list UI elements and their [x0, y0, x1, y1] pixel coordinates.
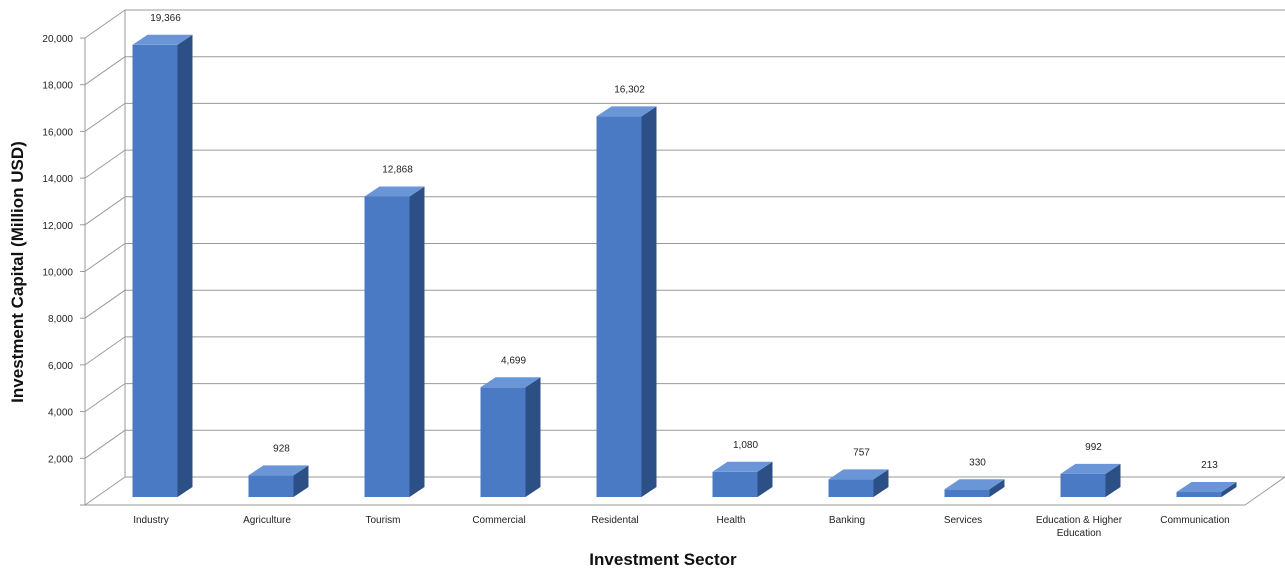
data-labels: 19,366 928 12,868 4,699 16,302 1,080 757 330 992… — [150, 13, 1218, 471]
bar-front — [944, 489, 990, 497]
bar-front — [1176, 492, 1222, 497]
data-label: 1,080 — [733, 440, 758, 451]
data-label: 330 — [969, 457, 986, 468]
bar-side — [293, 465, 309, 497]
bar-top — [596, 106, 657, 117]
gridline-side — [84, 476, 126, 506]
y-tick-label: 6,000 — [48, 361, 73, 372]
bar-side — [177, 34, 193, 498]
gridline-side — [84, 336, 126, 366]
y-tick-label: 2,000 — [48, 454, 73, 465]
bar-side — [1105, 463, 1121, 497]
bar — [248, 465, 309, 497]
gridline-side — [84, 243, 126, 272]
data-label: 12,868 — [382, 165, 413, 176]
bar-top — [248, 465, 309, 476]
bar — [364, 186, 425, 497]
gridline-side — [84, 9, 126, 39]
bar-front — [1060, 473, 1106, 497]
y-tick-label: 16,000 — [42, 127, 73, 138]
bar — [828, 469, 889, 497]
bar-side — [989, 479, 1005, 497]
y-axis-title: Investment Capital (Million USD) — [8, 141, 27, 403]
data-label: 16,302 — [614, 84, 645, 95]
x-axis-title: Investment Sector — [589, 550, 737, 569]
data-label: 928 — [273, 443, 290, 454]
bar-side — [1221, 482, 1237, 497]
data-label: 19,366 — [150, 13, 181, 24]
bar-front — [364, 196, 410, 497]
x-tick-label: Banking — [829, 515, 865, 526]
bar — [712, 461, 773, 497]
gridline-side — [84, 56, 126, 86]
bar-top — [1176, 482, 1237, 493]
x-tick-label: Education — [1057, 528, 1101, 539]
x-tick-label: Education & Higher — [1036, 515, 1123, 526]
gridline-side — [84, 429, 126, 459]
y-axis-ticks: 2,000 4,000 6,000 8,000 10,000 12,000 14,000 16… — [42, 34, 85, 506]
bar-side — [525, 377, 541, 497]
x-tick-label: Agriculture — [243, 515, 291, 526]
gridlines — [84, 9, 1285, 506]
bar — [944, 479, 1005, 497]
bar-front — [248, 475, 294, 497]
y-tick-label: 10,000 — [42, 268, 73, 279]
bar-front — [828, 479, 874, 497]
x-tick-label: Tourism — [365, 515, 400, 526]
data-label: 4,699 — [501, 355, 526, 366]
bar — [596, 106, 657, 497]
bar — [1176, 482, 1237, 497]
floor-right-edge — [1244, 476, 1285, 506]
y-tick-label: 14,000 — [42, 174, 73, 185]
bar-side — [641, 106, 657, 497]
bar-top — [132, 34, 193, 45]
bar-top — [712, 461, 773, 472]
y-tick-label: 4,000 — [48, 408, 73, 419]
x-tick-label: Commercial — [472, 515, 525, 526]
gridline-side — [84, 289, 126, 319]
x-tick-label: Health — [717, 515, 746, 526]
data-label: 213 — [1201, 460, 1218, 471]
bar-top — [1060, 463, 1121, 474]
bar-front — [596, 116, 642, 497]
bar-top — [828, 469, 889, 480]
gridline-side — [84, 149, 126, 179]
bar-front — [712, 471, 758, 497]
bar-front — [480, 387, 526, 497]
x-tick-label: Communication — [1160, 515, 1229, 526]
y-tick-label: 18,000 — [42, 81, 73, 92]
x-tick-label: Industry — [133, 515, 169, 526]
data-label: 757 — [853, 447, 870, 458]
bar — [480, 377, 541, 497]
gridline-side — [84, 102, 126, 132]
bar — [1060, 463, 1121, 497]
bar — [132, 34, 193, 498]
bar-side — [757, 461, 773, 497]
x-tick-label: Residental — [591, 515, 638, 526]
bar-side — [873, 469, 889, 497]
x-axis-categories: Industry Agriculture Tourism Commercial Resi… — [133, 515, 1230, 539]
y-tick-label: 8,000 — [48, 314, 73, 325]
bar-top — [480, 377, 541, 388]
y-tick-label: 20,000 — [42, 34, 73, 45]
gridline-side — [84, 383, 126, 413]
data-label: 992 — [1085, 442, 1102, 453]
bar-top — [364, 186, 425, 197]
bar-top — [944, 479, 1005, 490]
gridline-side — [84, 196, 126, 226]
x-tick-label: Services — [944, 515, 982, 526]
y-tick-label: 12,000 — [42, 221, 73, 232]
bar-front — [132, 44, 178, 498]
bars — [132, 34, 1237, 498]
bar-side — [409, 186, 425, 497]
